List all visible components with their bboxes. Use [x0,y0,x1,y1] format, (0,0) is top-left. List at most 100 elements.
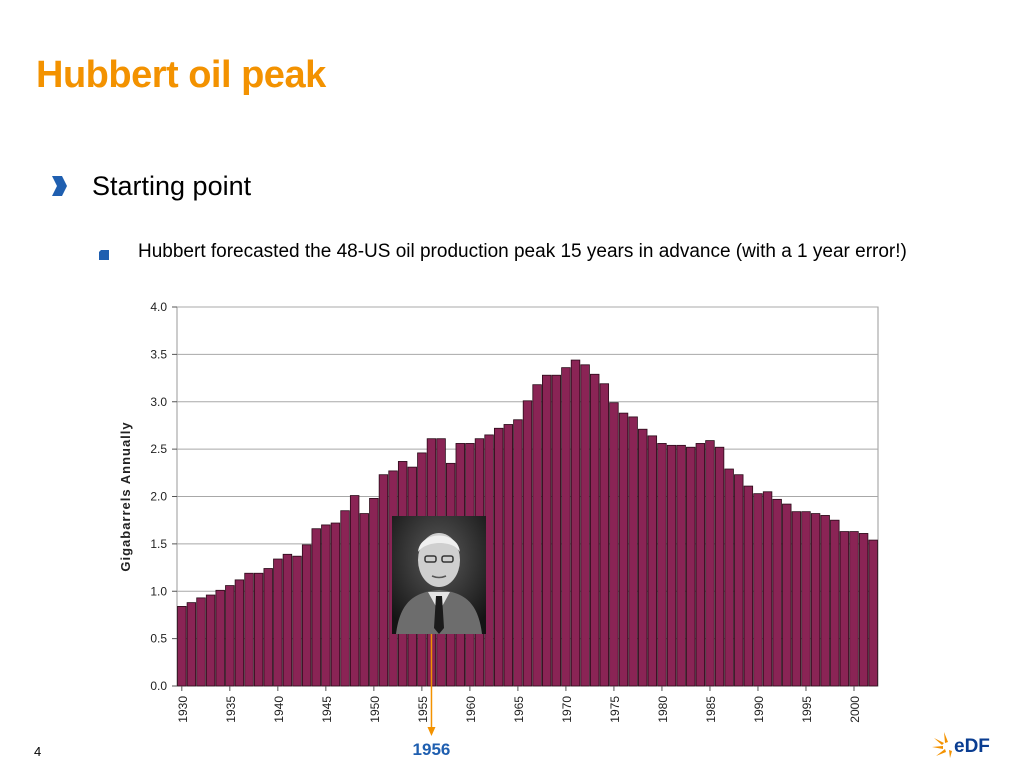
bar-1950 [369,497,379,687]
y-tick-label: 3.5 [150,347,167,361]
bullet-text: Starting point [92,170,252,201]
bar-1994 [791,511,802,687]
bar-1991 [762,491,773,687]
bar-1936 [234,579,245,687]
bar-1951 [378,474,389,687]
bar-1946 [330,522,341,687]
y-tick-label: 2.0 [150,490,167,504]
slide-title: Hubbert oil peak [36,54,326,96]
peak-year-label: 1956 [412,740,451,759]
bar-1947 [340,510,350,687]
bar-1998 [830,519,840,687]
bar-1988 [734,474,744,687]
x-tick-label: 1975 [608,696,622,723]
square-bullet-icon [99,250,109,260]
bar-1989 [743,485,754,687]
bar-1931 [186,602,197,687]
bar-1975 [609,402,619,687]
bar-1938 [253,572,264,687]
y-tick-label: 0.5 [150,632,167,646]
bullet-starting-point: Starting point [48,170,251,202]
x-tick-label: 1985 [704,696,718,723]
bar-1948 [349,495,360,687]
bar-1985 [705,440,715,687]
bar-1933 [205,594,216,687]
bar-1930 [177,606,187,687]
arrow-bullet-icon [52,176,67,196]
x-tick-label: 1935 [224,696,238,723]
bar-1945 [321,524,331,687]
y-tick-label: 1.5 [150,537,167,551]
bar-1983 [686,446,696,687]
x-tick-label: 1940 [272,696,286,723]
x-tick-label: 1995 [800,696,814,723]
bar-1999 [839,531,850,687]
bar-1944 [311,528,321,687]
x-tick-label: 1990 [752,696,766,723]
bar-1972 [580,364,590,687]
bar-2000 [849,531,859,687]
bar-1977 [628,416,638,687]
bar-1968 [542,374,552,687]
bar-1976 [618,412,629,687]
bar-1978 [638,428,648,687]
x-tick-label: 1930 [176,696,190,723]
y-axis-label: Gigabarrels Annually [118,421,133,571]
x-tick-label: 1950 [368,696,382,723]
bar-1971 [570,359,581,687]
bar-1992 [772,498,782,687]
bar-1941 [282,553,293,687]
bar-1996 [810,513,821,687]
bar-1970 [561,367,571,687]
svg-text:eDF: eDF [954,736,990,757]
x-tick-label: 1970 [560,696,574,723]
x-tick-label: 1980 [656,696,670,723]
bar-1987 [724,468,734,687]
y-tick-label: 4.0 [150,300,167,314]
y-tick-label: 0.0 [150,679,167,693]
bar-1937 [244,572,254,687]
bar-1966 [522,400,533,687]
bar-1995 [801,511,811,687]
bar-1981 [666,444,677,687]
x-tick-label: 1945 [320,696,334,723]
bar-1997 [820,515,830,687]
edf-logo: eDF [932,732,990,758]
bar-1979 [647,435,658,687]
sub-bullet-forecast: Hubbert forecasted the 48-US oil product… [98,238,948,266]
bar-1935 [225,585,235,687]
bar-1974 [599,383,610,687]
page-number: 4 [34,744,42,759]
bar-1984 [695,443,706,687]
y-tick-label: 2.5 [150,442,167,456]
bar-1949 [359,513,369,687]
bar-1990 [753,493,763,687]
bar-1932 [196,597,206,687]
bar-1963 [493,427,504,687]
bar-1939 [263,568,273,687]
bar-1973 [590,373,600,687]
bar-1986 [714,446,725,687]
x-tick-label: 1955 [416,696,430,723]
x-tick-label: 1960 [464,696,478,723]
bar-1942 [292,555,302,687]
man-portrait-icon [392,516,486,634]
bar-1980 [657,443,667,687]
x-tick-label: 1965 [512,696,526,723]
bar-1982 [676,444,686,687]
y-tick-label: 1.0 [150,584,167,598]
bar-1940 [273,558,283,687]
bar-1943 [301,544,312,687]
bar-1934 [215,589,225,687]
sub-bullet-text: Hubbert forecasted the 48-US oil product… [138,241,907,262]
y-tick-label: 3.0 [150,395,167,409]
bar-1964 [503,424,513,687]
x-tick-label: 2000 [848,696,862,723]
bar-1967 [532,384,542,687]
bar-1993 [782,503,792,687]
bar-1962 [484,434,494,687]
peak-year-arrowhead [427,727,436,736]
bar-1965 [513,419,523,687]
bar-1969 [551,374,562,687]
